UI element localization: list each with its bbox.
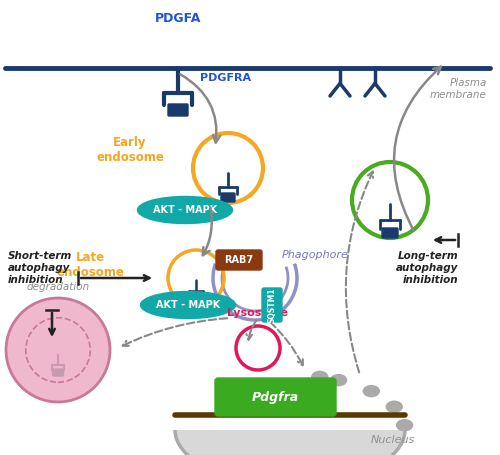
Text: Long-term
autophagy
inhibition: Long-term autophagy inhibition	[396, 252, 458, 284]
Ellipse shape	[386, 401, 402, 412]
FancyBboxPatch shape	[168, 104, 188, 116]
FancyBboxPatch shape	[382, 228, 398, 238]
FancyBboxPatch shape	[52, 369, 64, 376]
FancyBboxPatch shape	[221, 193, 235, 202]
Ellipse shape	[330, 374, 346, 386]
Text: degradation: degradation	[26, 282, 90, 292]
Circle shape	[6, 298, 110, 402]
Text: PDGFRA: PDGFRA	[200, 73, 251, 83]
FancyBboxPatch shape	[190, 296, 202, 304]
Text: SQSTM1: SQSTM1	[268, 287, 276, 323]
Text: PDGFA: PDGFA	[155, 12, 201, 25]
Text: AKT - MAPK: AKT - MAPK	[156, 300, 220, 310]
Ellipse shape	[396, 420, 412, 431]
Ellipse shape	[175, 375, 405, 455]
Ellipse shape	[364, 385, 380, 397]
FancyBboxPatch shape	[262, 288, 282, 322]
Ellipse shape	[312, 371, 328, 382]
Ellipse shape	[138, 197, 232, 223]
Text: Phagophore: Phagophore	[282, 250, 348, 260]
Ellipse shape	[140, 292, 235, 318]
Text: AKT - MAPK: AKT - MAPK	[153, 205, 217, 215]
Text: Short-term
autophagy
inhibition: Short-term autophagy inhibition	[8, 252, 72, 284]
FancyBboxPatch shape	[216, 250, 262, 270]
Text: Late
endosome: Late endosome	[56, 251, 124, 279]
Text: Nucleus: Nucleus	[371, 435, 415, 445]
FancyArrowPatch shape	[203, 208, 211, 255]
Text: Lysosome: Lysosome	[228, 308, 288, 318]
Text: Plasma
membrane: Plasma membrane	[430, 78, 487, 100]
FancyArrowPatch shape	[222, 383, 230, 391]
Text: Early
endosome: Early endosome	[96, 136, 164, 164]
Text: Pdgfra: Pdgfra	[252, 390, 298, 404]
FancyArrowPatch shape	[394, 67, 441, 231]
FancyBboxPatch shape	[215, 378, 336, 416]
Text: RAB7: RAB7	[224, 255, 254, 265]
FancyArrowPatch shape	[180, 74, 220, 142]
